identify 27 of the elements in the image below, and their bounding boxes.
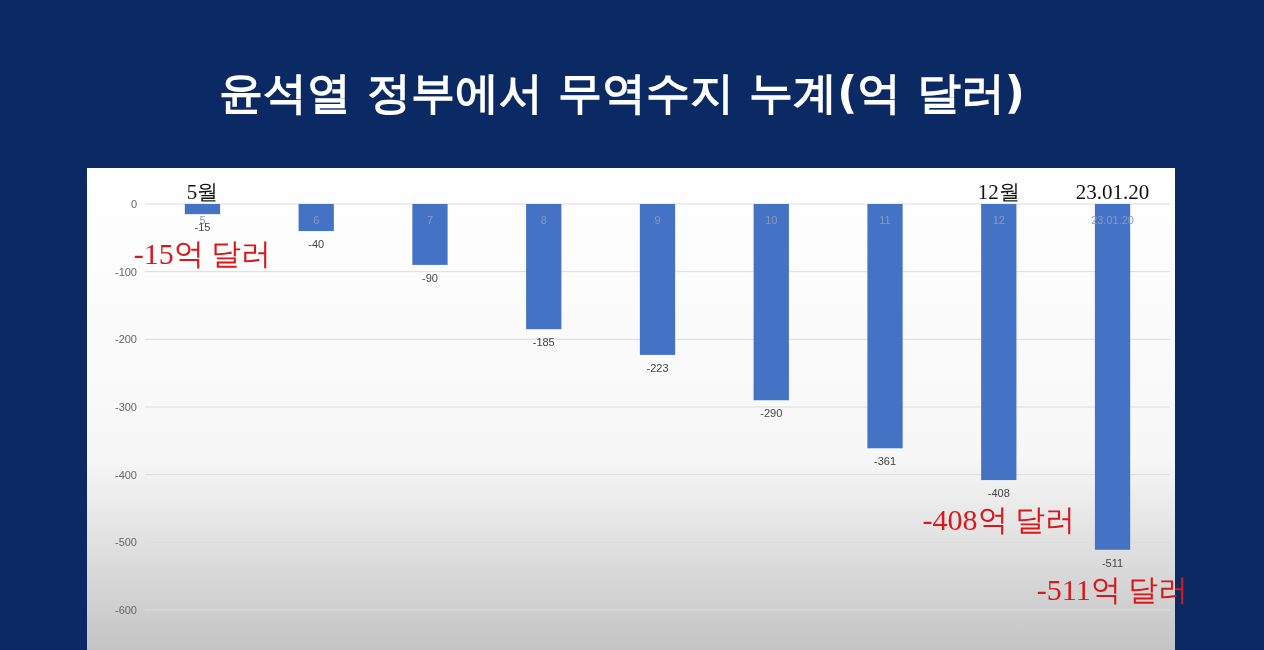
y-tick-label: -400 [114,468,137,481]
chart-title: 윤석열 정부에서 무역수지 누계(억 달러) [219,67,1025,118]
annotation: -408억 달러 [922,503,1076,537]
annotation: 5월 [186,180,219,204]
y-tick-label: -500 [114,536,137,549]
annotation: 12월 [977,180,1020,204]
y-tick-label: 0 [130,198,137,210]
y-tick-label: -300 [114,401,137,413]
data-label: -90 [422,271,438,284]
data-label: -290 [760,407,783,420]
x-tick-label: 8 [540,214,547,226]
data-label: -185 [532,336,555,349]
x-tick-label: 12 [992,214,1005,226]
x-tick-label: 9 [654,214,661,226]
x-tick-label: 7 [426,214,434,226]
annotation: 23.01.20 [1075,180,1150,204]
data-label: -223 [646,361,669,374]
y-tick-label: -600 [114,604,137,616]
x-tick-label: 11 [879,214,891,226]
x-tick-label: 10 [765,214,778,226]
data-label: -40 [308,238,325,251]
y-tick-label: -200 [114,333,137,346]
y-tick-label: -100 [114,265,137,278]
data-label: -408 [987,487,1010,500]
data-label: -511 [1101,556,1124,569]
x-tick-label: 6 [313,214,320,226]
data-label: -361 [874,455,897,468]
